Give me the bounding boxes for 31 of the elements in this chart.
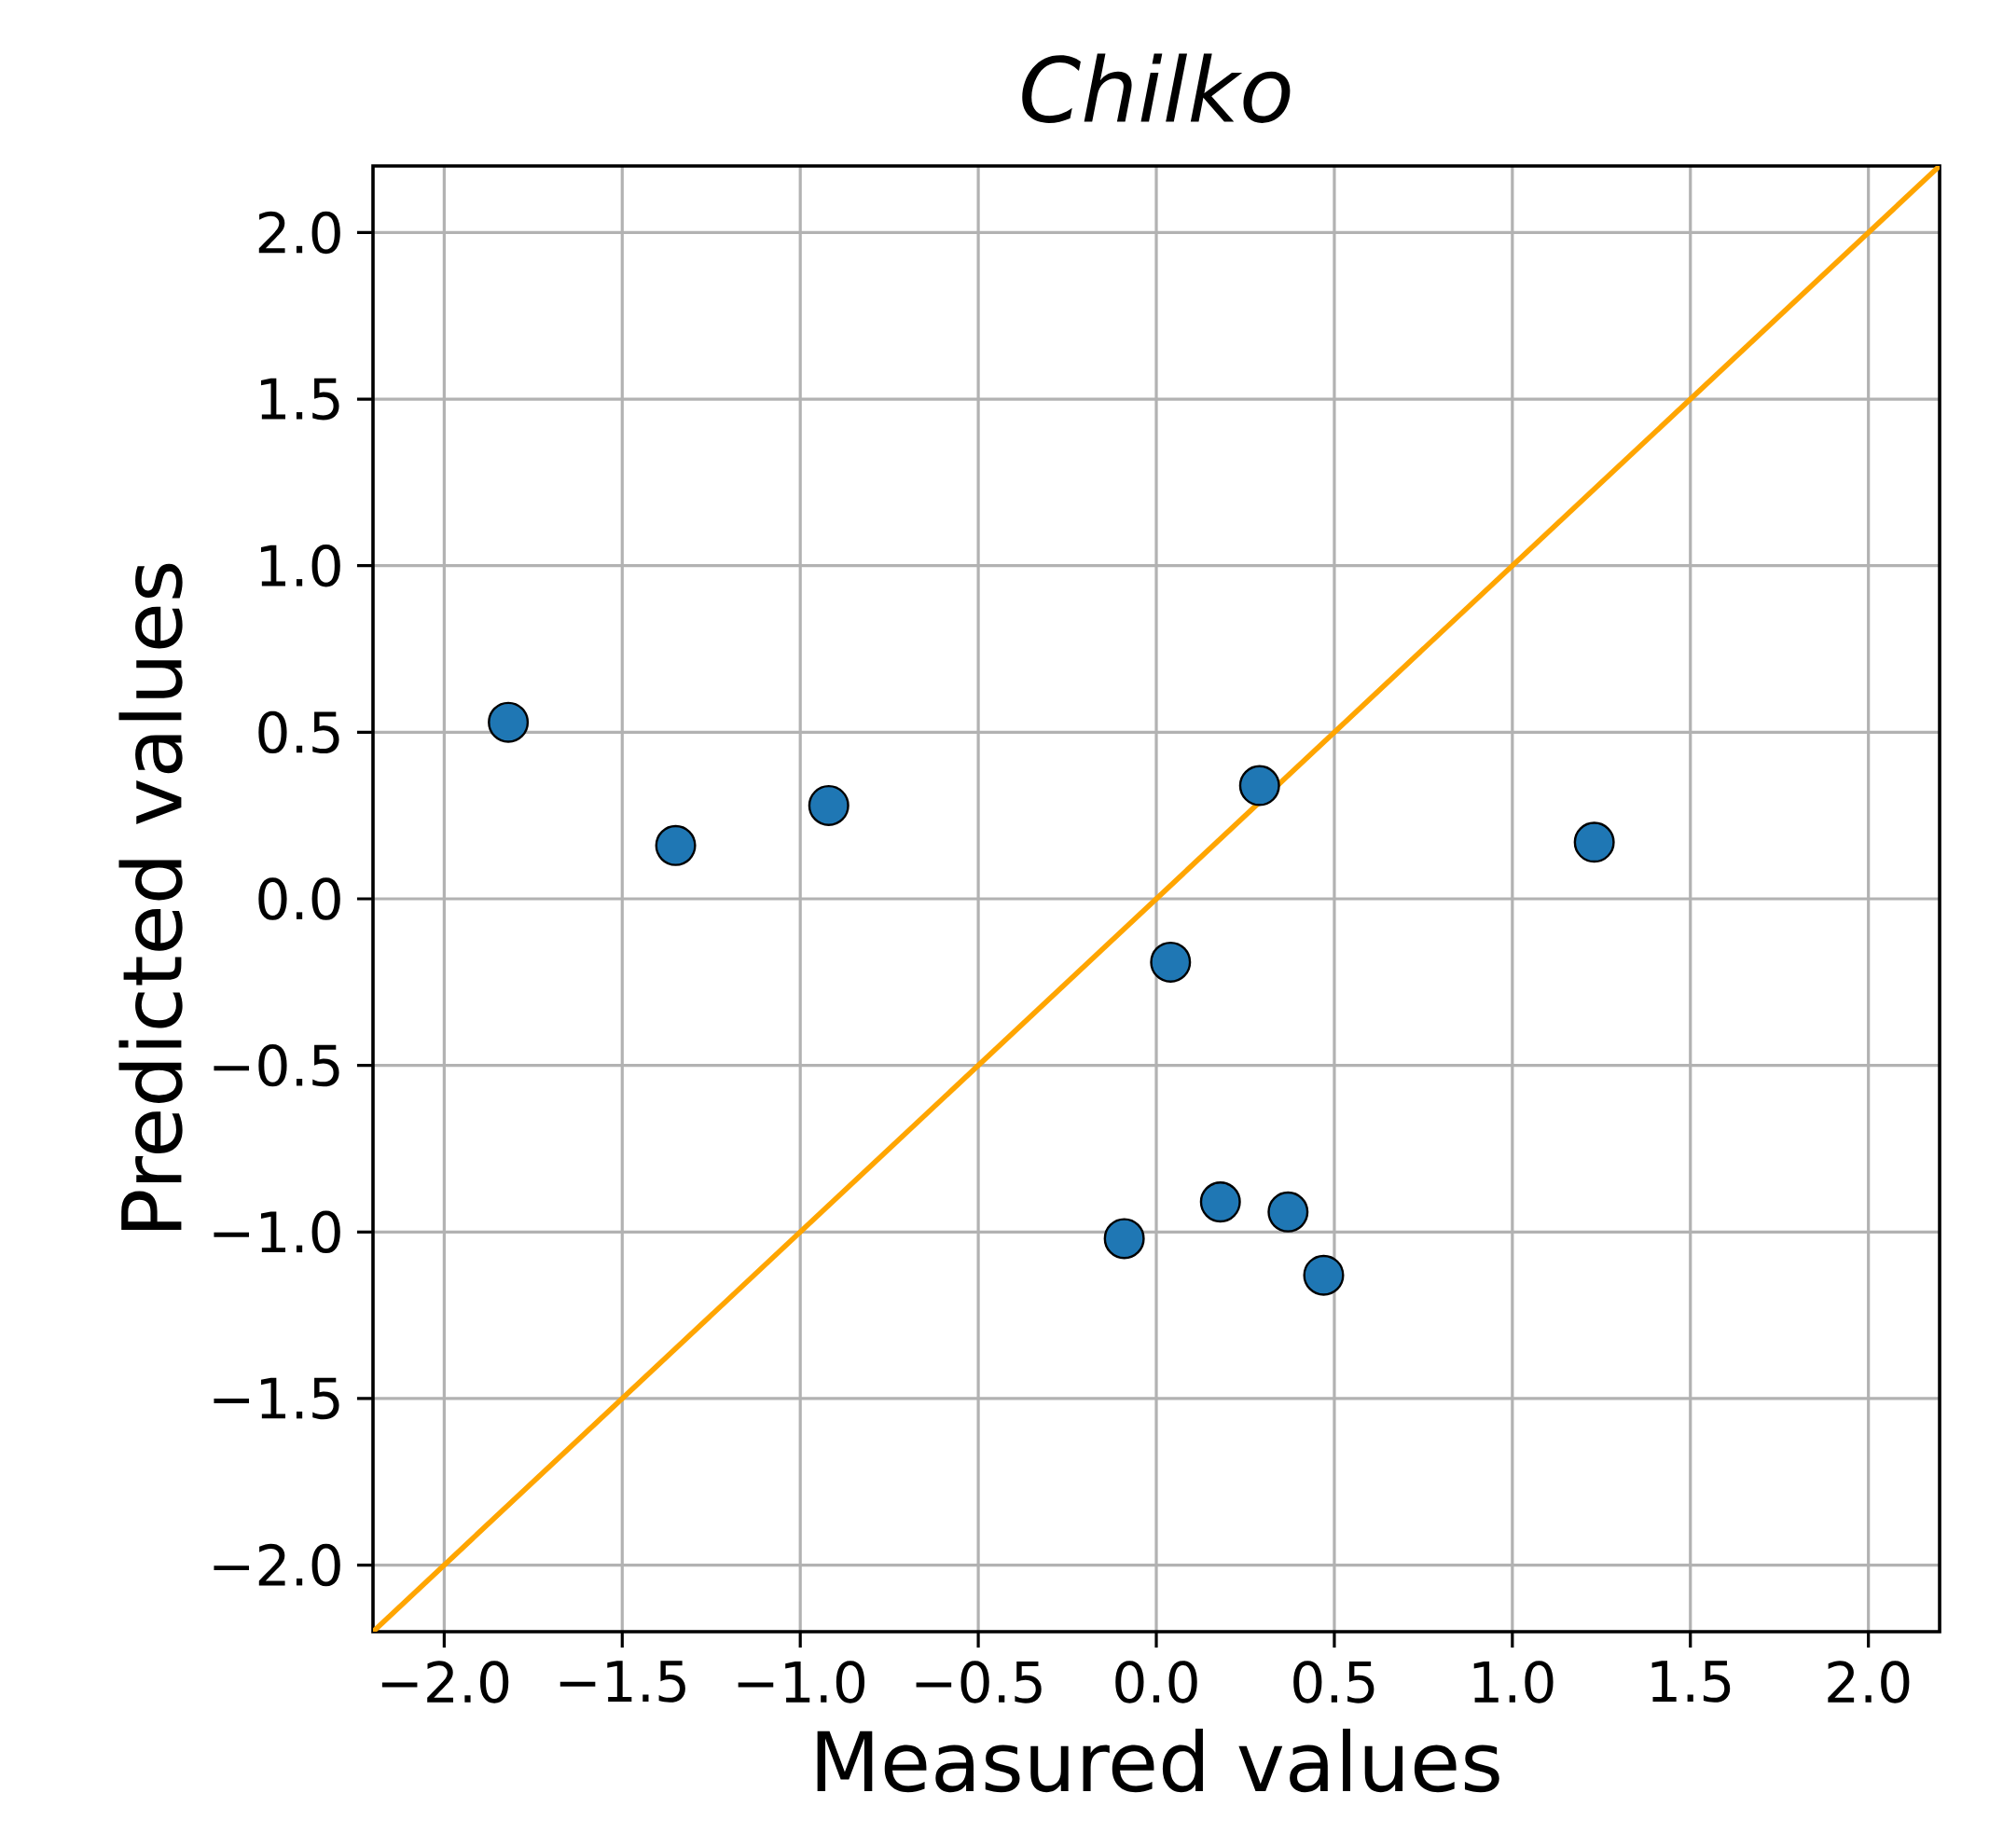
- y-tick-label: 2.0: [258, 211, 340, 255]
- x-tick-label: −1.5: [559, 1661, 685, 1703]
- x-tick-label: −1.0: [738, 1661, 865, 1703]
- y-tick-label: 1.5: [260, 378, 339, 421]
- y-axis-title: Predicted values: [118, 563, 183, 1230]
- x-tick-label: 2.0: [1828, 1661, 1910, 1703]
- x-tick-label: 0.0: [1115, 1661, 1197, 1703]
- point: [655, 824, 697, 866]
- y-tick-label: −2.0: [214, 1543, 340, 1587]
- x-tick-label: 1.0: [1473, 1661, 1554, 1703]
- point: [1103, 1218, 1145, 1260]
- y-tick-label: −1.5: [214, 1377, 339, 1420]
- x-tick-label: 1.5: [1651, 1661, 1731, 1703]
- chart-title: Chilko: [1022, 53, 1291, 123]
- point: [1267, 1191, 1309, 1233]
- point: [1150, 941, 1192, 983]
- x-axis-title: Measured values: [817, 1729, 1499, 1793]
- y-tick-label: 0.0: [258, 877, 340, 920]
- x-tick-label: 0.5: [1293, 1661, 1374, 1703]
- point: [1238, 765, 1280, 807]
- point: [488, 701, 530, 743]
- point: [1199, 1181, 1241, 1223]
- point: [1303, 1254, 1345, 1296]
- x-tick-label: −2.0: [381, 1661, 509, 1703]
- x-tick-label: −0.5: [916, 1661, 1042, 1703]
- point: [808, 784, 850, 826]
- point: [1573, 821, 1615, 863]
- y-tick-label: −1.0: [214, 1210, 340, 1253]
- y-tick-label: 1.0: [260, 545, 340, 587]
- y-tick-label: 0.5: [258, 710, 339, 754]
- y-tick-label: −0.5: [214, 1043, 339, 1087]
